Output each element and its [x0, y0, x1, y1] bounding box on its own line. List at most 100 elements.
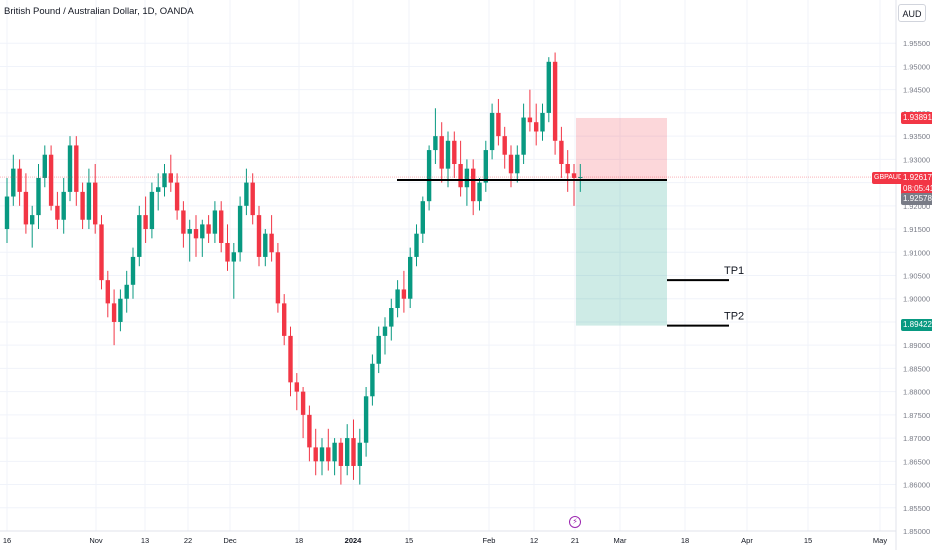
x-tick-label: 13 — [141, 536, 149, 545]
candle-body — [137, 215, 142, 257]
candle-body — [86, 182, 92, 220]
x-tick-label: Apr — [741, 536, 753, 545]
y-tick-label: 1.86500 — [903, 457, 930, 466]
drawn-lines: TP1 TP2 — [0, 176, 896, 327]
stop-price-badge: 1.93891 — [901, 112, 932, 124]
tp2-label: TP2 — [724, 311, 744, 323]
candle-body — [17, 168, 22, 192]
candle-body — [370, 363, 375, 397]
x-tick-label: 15 — [405, 536, 413, 545]
candle-body — [294, 382, 299, 392]
candle-body — [200, 224, 205, 239]
candle-body — [338, 442, 344, 466]
candle-body — [263, 233, 268, 257]
candle-body — [225, 242, 230, 262]
x-tick-label: 2024 — [345, 536, 363, 545]
candle-body — [351, 438, 356, 466]
x-tick-label: Mar — [614, 536, 627, 545]
y-tick-label: 1.85500 — [903, 504, 930, 513]
candle-body — [458, 164, 463, 188]
candle-body — [149, 191, 155, 230]
candle-body — [11, 168, 16, 197]
tp1-label: TP1 — [724, 265, 744, 277]
candle-body — [48, 154, 54, 206]
candle-body — [395, 289, 400, 309]
candle-body — [332, 442, 337, 462]
x-tick-label: 15 — [804, 536, 812, 545]
y-tick-label: 1.91500 — [903, 225, 930, 234]
candle-body — [307, 414, 312, 448]
y-tick-label: 1.94500 — [903, 86, 930, 95]
stop-loss-zone — [576, 117, 667, 179]
candle-body — [206, 224, 211, 234]
x-tick-label: 12 — [530, 536, 538, 545]
candle-body — [534, 122, 539, 132]
countdown-badge: 08:05:41 — [901, 183, 932, 195]
candle-body — [288, 335, 293, 383]
candle-body — [118, 298, 123, 322]
candle-body — [174, 182, 180, 211]
lightning-icon[interactable]: ⚡ — [569, 516, 581, 528]
last-price-badge: 1.92617 — [901, 172, 932, 184]
time-axis[interactable]: 16 Nov 13 22 Dec 18 2024 15 Feb 12 21 Mar 18 Apr 15 May — [3, 536, 888, 545]
y-tick-label: 1.87000 — [903, 434, 930, 443]
y-tick-label: 1.93500 — [903, 132, 930, 141]
candle-body — [80, 191, 85, 220]
y-tick-label: 1.95000 — [903, 62, 930, 71]
candle-body — [357, 442, 362, 466]
entry-price-badge: 1.92578 — [901, 193, 932, 205]
candle-body — [212, 210, 218, 234]
y-tick-label: 1.88500 — [903, 364, 930, 373]
candle-body — [571, 173, 577, 178]
candle-body — [345, 438, 350, 466]
candle-body — [527, 117, 533, 123]
candle-body — [408, 256, 413, 299]
candle-body — [477, 182, 482, 202]
y-tick-label: 1.86000 — [903, 481, 930, 490]
symbol-badge: GBPAUD — [872, 172, 906, 184]
candle-body — [496, 112, 501, 137]
candle-body — [540, 112, 545, 132]
candle-body — [156, 187, 161, 192]
candle-body — [464, 168, 470, 188]
position-zones — [576, 117, 667, 326]
candle-body — [4, 196, 10, 230]
candle-body — [105, 280, 110, 304]
candle-body — [313, 447, 318, 462]
x-tick-label: 18 — [681, 536, 689, 545]
candles — [4, 52, 583, 485]
candle-body — [546, 61, 551, 113]
candle-body — [124, 284, 129, 299]
candle-body — [282, 303, 287, 336]
candle-body — [502, 136, 507, 155]
candle-body — [401, 289, 407, 299]
candle-body — [376, 335, 381, 364]
candle-body — [559, 140, 564, 165]
grid — [0, 0, 896, 532]
candle-body — [111, 303, 117, 322]
candle-body — [452, 140, 457, 165]
candle-body — [414, 233, 419, 257]
candle-body — [521, 117, 526, 155]
y-tick-label: 1.89000 — [903, 341, 930, 350]
x-tick-label: 16 — [3, 536, 11, 545]
take-profit-zone — [576, 178, 667, 326]
currency-button[interactable]: AUD — [898, 4, 926, 22]
candle-body — [275, 252, 281, 304]
candle-body — [420, 201, 425, 234]
candle-body — [439, 136, 444, 169]
x-tick-label: 22 — [184, 536, 192, 545]
y-tick-label: 1.95500 — [903, 39, 930, 48]
y-tick-label: 1.87500 — [903, 411, 930, 420]
candle-body — [552, 61, 558, 141]
candle-body — [61, 191, 66, 220]
x-tick-label: Feb — [483, 536, 496, 545]
candle-body — [300, 391, 306, 415]
candle-body — [143, 215, 148, 230]
candle-body — [515, 154, 520, 174]
candle-body — [93, 182, 98, 225]
candle-body — [99, 224, 104, 281]
y-tick-label: 1.92000 — [903, 202, 930, 211]
candle-body — [231, 252, 236, 262]
